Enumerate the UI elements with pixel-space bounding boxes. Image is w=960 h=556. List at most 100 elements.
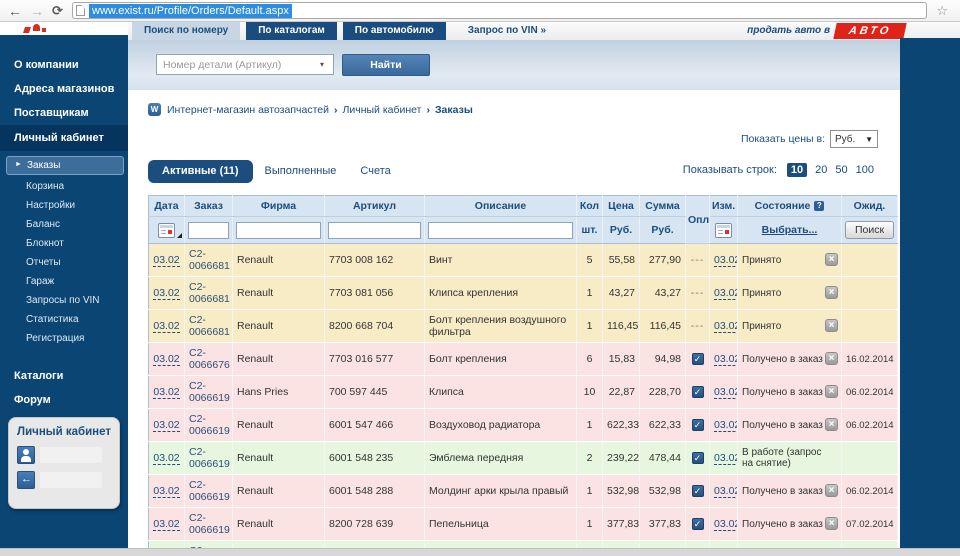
brand-filter-input[interactable] [236,221,321,239]
modified-date-link[interactable]: 03.02 [714,518,737,531]
sidebar-item[interactable]: Каталоги [14,370,64,382]
paid-checkbox[interactable]: ✓ [691,419,704,431]
desc-filter-input[interactable] [428,221,573,239]
status-cell: Получено в заказ × [737,375,842,409]
order-date-link[interactable]: 03.02 [153,386,180,399]
mod-calendar-icon[interactable] [715,222,732,238]
paid-checkbox[interactable]: ✓ [691,485,704,497]
modified-date-link[interactable]: 03.02 [714,320,737,333]
orders-tab[interactable]: Активные (11) [148,160,253,183]
sidebar-submenu-item[interactable]: Настройки [26,200,76,211]
col-article[interactable]: Артикул [324,195,425,217]
order-date-link[interactable]: 03.02 [153,518,180,531]
modified-date-link[interactable]: 03.02 [714,254,737,267]
order-date-link[interactable]: 03.02 [153,353,180,366]
sidebar-submenu-item[interactable]: Отчеты [26,257,61,268]
paid-checkbox[interactable]: ✓ [691,353,704,365]
remove-button[interactable]: × [825,253,838,266]
breadcrumb-item[interactable]: Интернет-магазин автозапчастей [167,103,329,116]
date-corner-marker[interactable] [177,232,182,238]
browser-forward-icon[interactable]: → [30,3,44,19]
status-choose-link[interactable]: Выбрать... [761,224,818,236]
url-text[interactable]: www.exist.ru/Profile/Orders/Default.aspx [89,3,292,18]
rows-option[interactable]: 50 [835,164,848,176]
sidebar-section-personal-cabinet[interactable]: Личный кабинет [0,125,128,151]
rows-option[interactable]: 10 [786,163,808,177]
rows-option[interactable]: 20 [815,164,828,176]
bookmark-star-icon[interactable]: ☆ [936,3,948,18]
modified-date-link[interactable]: 03.02 [714,452,737,465]
col-mod[interactable]: Изм. [709,195,738,217]
currency-select[interactable]: Руб. ▼ [830,130,878,148]
order-date-link[interactable]: 03.02 [153,485,180,498]
modified-date-link[interactable]: 03.02 [714,485,737,498]
col-desc[interactable]: Описание [424,195,577,217]
col-wait[interactable]: Ожид. [841,195,898,217]
breadcrumb-item[interactable]: Личный кабинет [342,103,422,116]
order-filter-input[interactable] [188,221,229,239]
remove-button[interactable]: × [825,385,838,398]
col-order[interactable]: Заказ [184,195,233,217]
address-bar[interactable]: www.exist.ru/Profile/Orders/Default.aspx [72,2,927,19]
sidebar-submenu-item[interactable]: Запросы по VIN [26,295,100,306]
remove-button[interactable]: × [825,484,838,497]
remove-button[interactable]: × [825,319,838,332]
col-brand[interactable]: Фирма [232,195,325,217]
topnav-tab[interactable]: По каталогам [246,22,337,40]
sidebar-item[interactable]: О компании [14,59,79,71]
breadcrumb-item[interactable]: Заказы [434,103,473,116]
order-date-link[interactable]: 03.02 [153,452,180,465]
modified-date-link[interactable]: 03.02 [714,386,737,399]
remove-button[interactable]: × [825,352,838,365]
user-icon[interactable] [17,446,35,464]
orders-tab[interactable]: Выполненные [264,165,337,177]
find-button[interactable]: Найти [342,54,430,76]
expected-date: 06.02.2014 [841,474,898,508]
table-search-button[interactable]: Поиск [845,221,895,239]
sidebar-submenu-item[interactable]: Блокнот [26,238,64,249]
sidebar-item[interactable]: Поставщикам [14,107,89,119]
status-help-icon[interactable]: ? [814,201,825,211]
modified-date-link[interactable]: 03.02 [714,419,737,432]
sidebar-submenu-item[interactable]: Статистика [26,314,79,325]
paid-checkbox[interactable]: ✓ [691,386,704,398]
sidebar-item[interactable]: Форум [14,394,51,406]
remove-button[interactable]: × [825,517,838,530]
sidebar-submenu-item[interactable]: Баланс [26,219,61,230]
col-qty[interactable]: Кол [576,195,603,217]
col-status[interactable]: Состояние? [737,195,842,217]
topnav-tab[interactable]: Запрос по VIN » [467,25,547,36]
order-date-link[interactable]: 03.02 [153,254,180,267]
remove-button[interactable]: × [825,418,838,431]
sidebar-submenu-item[interactable]: Гараж [26,276,55,287]
part-number-input[interactable] [156,54,334,75]
orders-tab[interactable]: Счета [360,165,391,177]
table-row: 03.02 C2-0066681 Renault 8200 668 704 Болт к… [148,309,898,343]
sidebar-submenu-item[interactable]: Регистрация [26,333,85,344]
sidebar-submenu-item[interactable]: Корзина [26,181,65,192]
browser-back-icon[interactable]: ← [8,3,22,19]
order-date-link[interactable]: 03.02 [153,287,180,300]
rows-option[interactable]: 100 [855,164,874,176]
browser-reload-icon[interactable]: ⟳ [52,3,63,18]
auto-banner[interactable]: АВТО [833,23,907,39]
logout-icon[interactable] [17,471,35,489]
col-sum[interactable]: Сумма [639,195,686,217]
sidebar-submenu-item[interactable]: ► Заказы [6,156,124,175]
order-date-link[interactable]: 03.02 [153,320,180,333]
topnav-tab[interactable]: По автомобилю [342,22,446,40]
paid-checkbox[interactable]: ✓ [691,452,704,464]
topnav-tab[interactable]: Поиск по номеру [132,22,241,40]
col-paid[interactable]: Опл. [685,195,710,244]
modified-date-link[interactable]: 03.02 [714,287,737,300]
modified-date-link[interactable]: 03.02 [714,353,737,366]
article-filter-input[interactable] [328,221,421,239]
remove-button[interactable]: × [825,286,838,299]
paid-checkbox[interactable]: ✓ [691,518,704,530]
col-date[interactable]: Дата [148,195,185,217]
sidebar-item[interactable]: Адреса магазинов [14,83,115,95]
date-calendar-icon[interactable] [158,222,175,238]
order-date-link[interactable]: 03.02 [153,419,180,432]
paid-dash: --- [690,287,705,299]
col-price[interactable]: Цена [602,195,640,217]
